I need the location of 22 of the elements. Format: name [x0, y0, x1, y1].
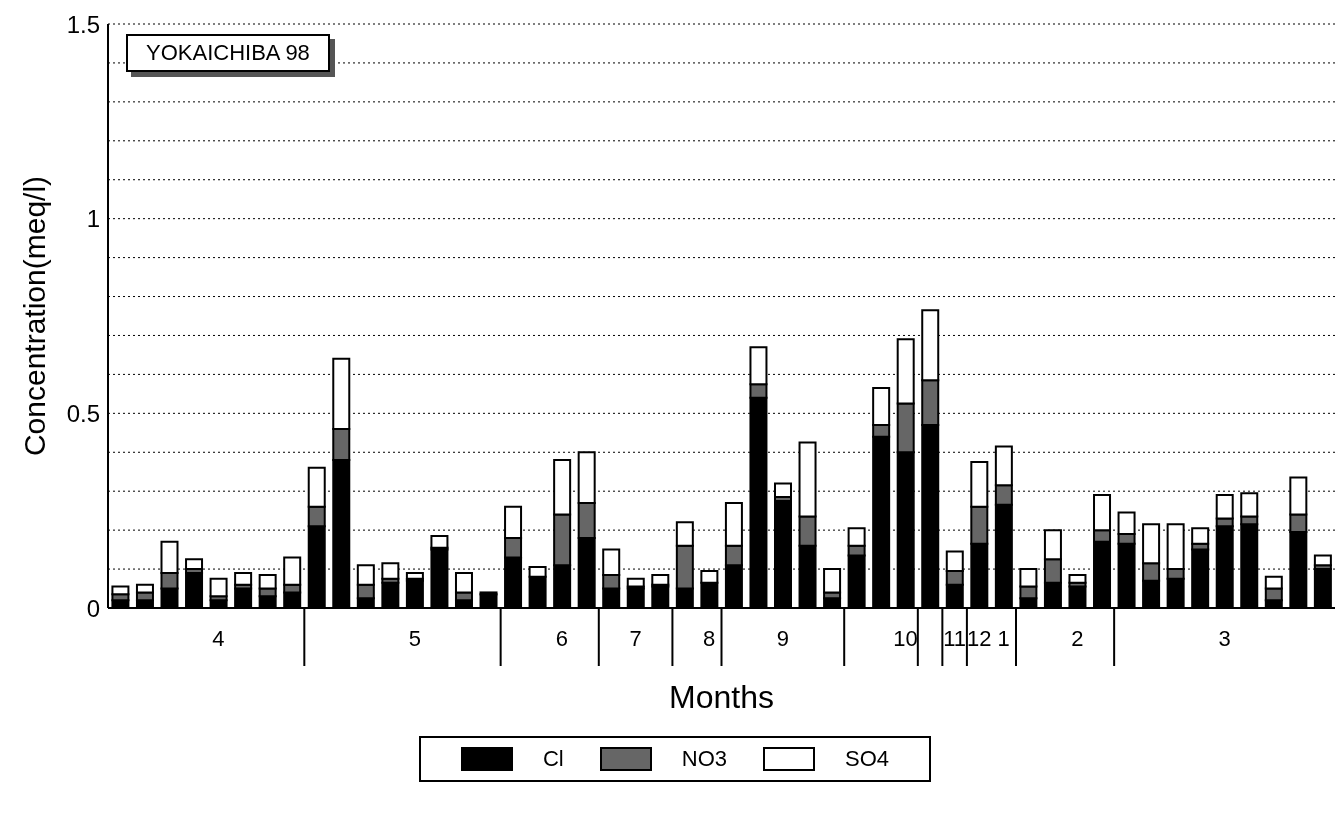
legend-label: SO4 [845, 746, 890, 772]
y-tick-label: 1 [86, 205, 100, 233]
x-tick-label: 7 [629, 626, 642, 651]
x-tick-label: 1 [997, 626, 1010, 651]
y-tick-label: 0 [86, 594, 100, 622]
legend-label: NO3 [681, 746, 727, 772]
x-tick-label: 9 [776, 626, 789, 651]
x-tick-label: 12 [966, 626, 992, 651]
x-tick-label: 8 [703, 626, 716, 651]
y-axis-title: Concentration(meq/l) [17, 175, 51, 457]
y-tick-label: 1.5 [66, 10, 100, 38]
y-tick-label: 0.5 [66, 399, 100, 427]
x-tick-label: 10 [893, 626, 918, 651]
legend-label: Cl [542, 746, 564, 772]
x-tick-label: 5 [408, 626, 421, 651]
x-tick-label: 11 [943, 626, 967, 651]
x-tick-label: 3 [1218, 626, 1231, 651]
x-axis-title: Months [669, 679, 774, 715]
text: YOKAICHIBA 98 [126, 34, 330, 72]
x-tick-label: 2 [1071, 626, 1084, 651]
x-tick-label: 6 [555, 626, 569, 651]
x-tick-label: 4 [212, 626, 225, 651]
